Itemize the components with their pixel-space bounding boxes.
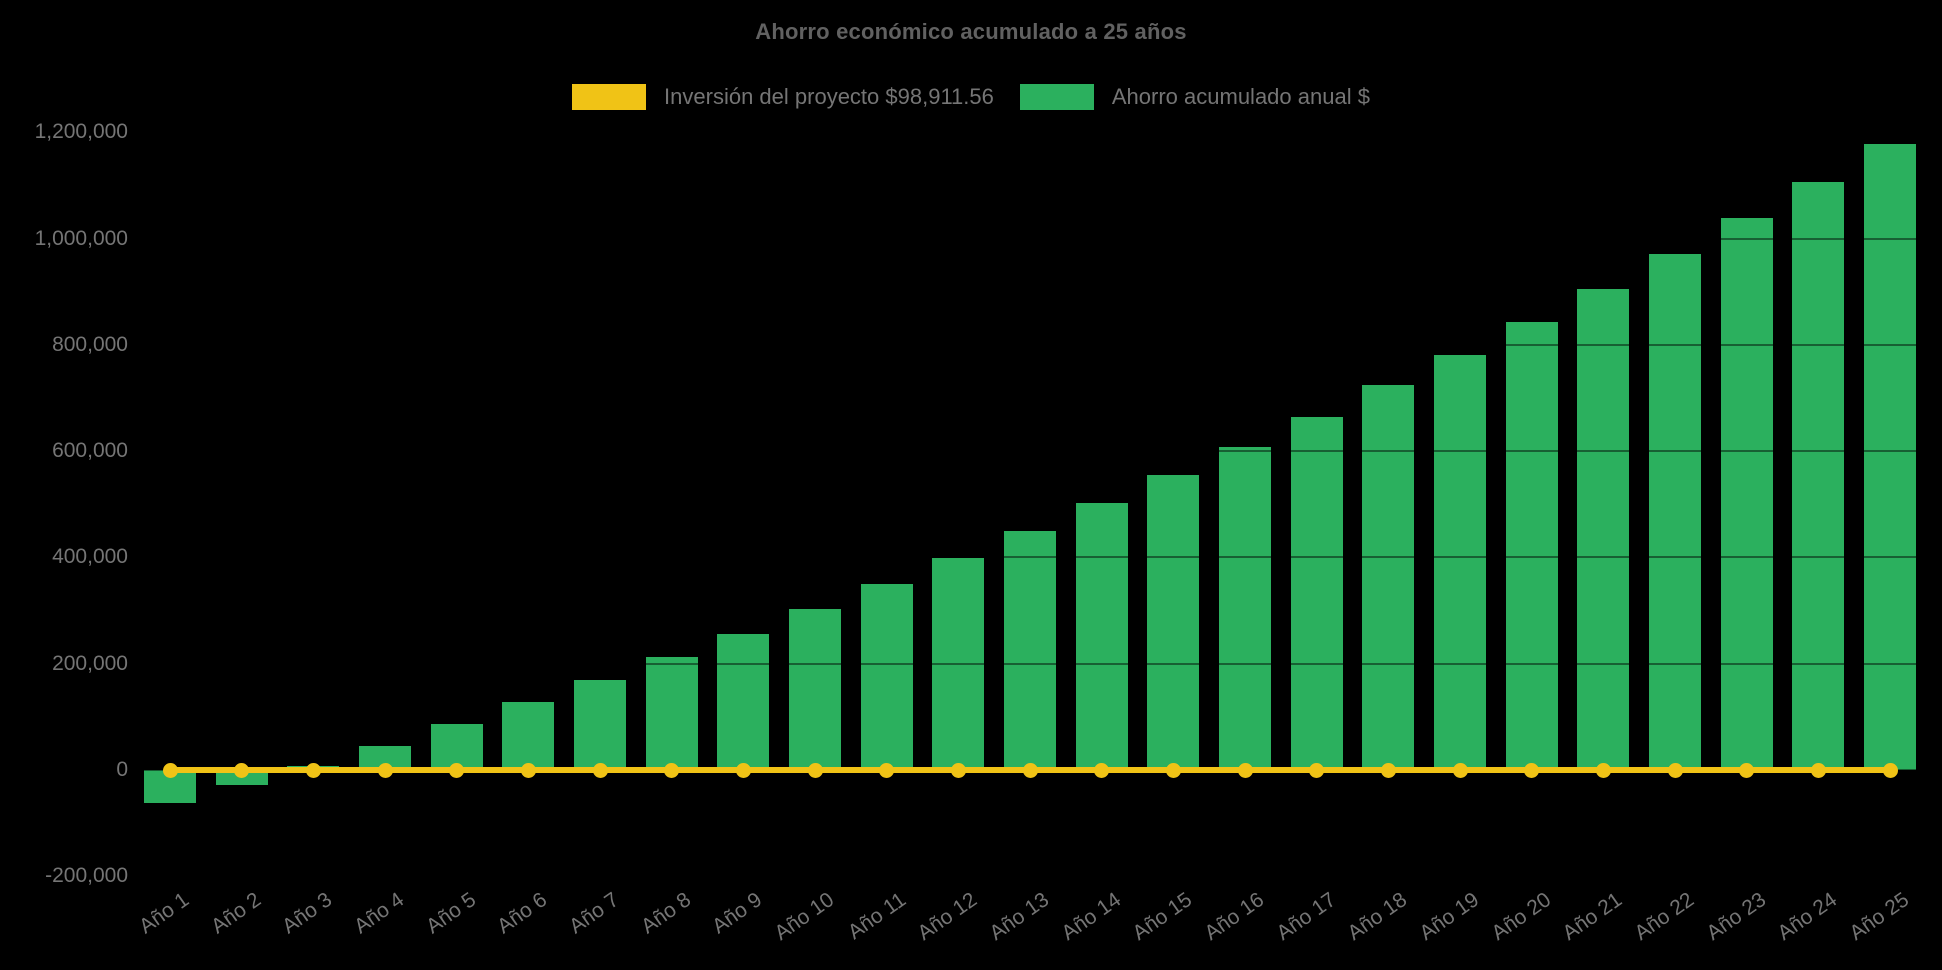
line-marker bbox=[664, 762, 680, 778]
line-marker bbox=[1309, 762, 1325, 778]
line-marker bbox=[1882, 762, 1898, 778]
bar bbox=[1147, 475, 1200, 770]
bar bbox=[1290, 416, 1343, 770]
line-marker bbox=[1165, 762, 1181, 778]
line-marker bbox=[449, 762, 465, 778]
bar bbox=[1720, 218, 1773, 770]
bar bbox=[1362, 385, 1415, 770]
gridline bbox=[138, 343, 1938, 346]
line-marker bbox=[1094, 762, 1110, 778]
line-marker bbox=[520, 762, 536, 778]
y-axis-tick-label: 0 bbox=[116, 758, 128, 781]
bar bbox=[1219, 446, 1271, 770]
line-marker bbox=[592, 762, 608, 778]
bar bbox=[932, 557, 985, 770]
bar bbox=[1864, 144, 1916, 770]
bar bbox=[789, 608, 841, 770]
gridline bbox=[138, 556, 1938, 559]
bar bbox=[1577, 288, 1630, 770]
legend-swatch-savings bbox=[1019, 84, 1094, 110]
bar bbox=[430, 723, 483, 770]
line-marker bbox=[1595, 762, 1611, 778]
legend-item-savings[interactable]: Ahorro acumulado anual $ bbox=[1019, 84, 1370, 110]
line-marker bbox=[377, 762, 393, 778]
bar bbox=[860, 583, 913, 770]
bar bbox=[645, 656, 698, 770]
y-axis-tick-label: -200,000 bbox=[45, 864, 128, 888]
y-axis-tick-label: 1,200,000 bbox=[34, 120, 128, 144]
bar bbox=[717, 633, 770, 770]
y-axis-tick-label: 200,000 bbox=[52, 651, 128, 675]
line-marker bbox=[1739, 762, 1755, 778]
bar bbox=[1505, 322, 1558, 770]
gridline bbox=[138, 131, 1938, 134]
bar bbox=[215, 770, 268, 786]
line-marker bbox=[1022, 762, 1038, 778]
line-marker bbox=[1810, 762, 1826, 778]
line-marker bbox=[1452, 762, 1468, 778]
y-axis-tick-label: 600,000 bbox=[52, 439, 128, 463]
bar bbox=[1075, 503, 1128, 770]
y-axis-tick-label: 1,000,000 bbox=[34, 226, 128, 250]
gridline bbox=[138, 662, 1938, 665]
y-axis-tick-label: 400,000 bbox=[52, 545, 128, 569]
bar bbox=[502, 702, 555, 770]
legend-label-investment: Inversión del proyecto $98,911.56 bbox=[664, 84, 994, 109]
bar bbox=[1649, 253, 1701, 770]
bar bbox=[1434, 354, 1486, 770]
bar bbox=[1004, 531, 1056, 770]
y-axis-tick-label: 800,000 bbox=[52, 332, 128, 356]
legend: Inversión del proyecto $98,911.56 Ahorro… bbox=[0, 84, 1942, 110]
gridline bbox=[138, 450, 1938, 453]
line-marker bbox=[234, 762, 250, 778]
gridline bbox=[138, 875, 1938, 878]
legend-item-investment[interactable]: Inversión del proyecto $98,911.56 bbox=[572, 84, 994, 110]
line-marker bbox=[1237, 762, 1253, 778]
line-marker bbox=[807, 762, 823, 778]
line-marker bbox=[1667, 762, 1683, 778]
legend-swatch-investment bbox=[572, 84, 647, 110]
line-marker bbox=[879, 762, 895, 778]
bar bbox=[1792, 182, 1845, 770]
line-marker bbox=[1380, 762, 1396, 778]
line-marker bbox=[950, 762, 966, 778]
line-marker bbox=[305, 762, 321, 778]
bar bbox=[574, 680, 626, 770]
gridline bbox=[138, 237, 1938, 240]
line-marker bbox=[1524, 762, 1540, 778]
line-marker bbox=[735, 762, 751, 778]
line-marker bbox=[162, 762, 178, 778]
legend-label-savings: Ahorro acumulado anual $ bbox=[1111, 84, 1370, 109]
chart-title: Ahorro económico acumulado a 25 años bbox=[755, 19, 1187, 44]
